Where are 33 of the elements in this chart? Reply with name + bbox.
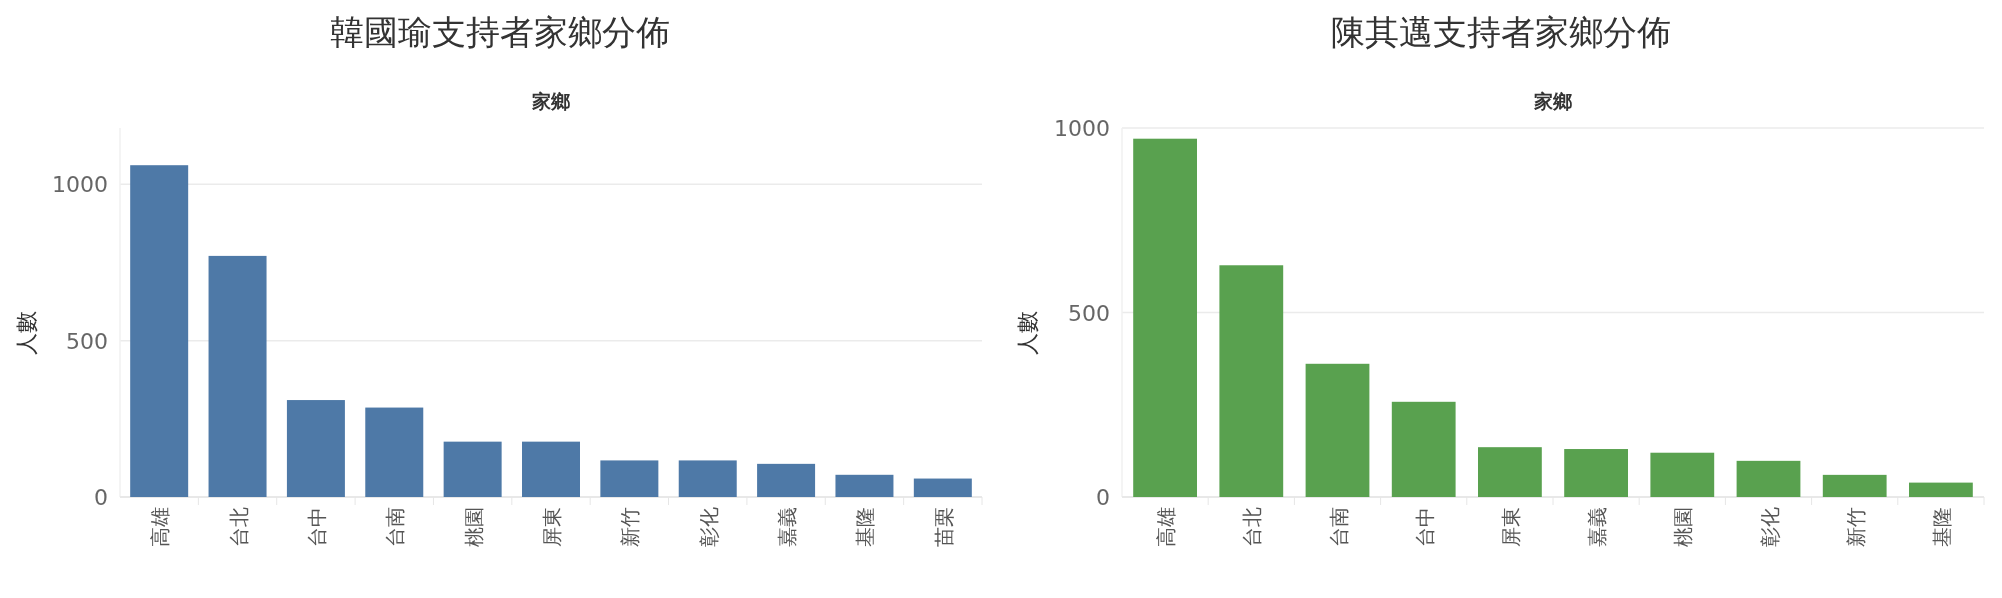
x-tick-label: 彰化 xyxy=(696,507,721,547)
x-tick-label: 基隆 xyxy=(1929,507,1954,547)
x-tick-label: 新竹 xyxy=(618,507,643,547)
x-tick-label: 屏東 xyxy=(540,507,564,547)
chart-title: 陳其邁支持者家鄉分佈 xyxy=(1331,12,1671,52)
x-tick-label: 嘉義 xyxy=(1585,507,1610,547)
x-tick-label: 新竹 xyxy=(1843,507,1868,547)
y-tick-label: 0 xyxy=(1096,485,1110,510)
x-tick-label: 嘉義 xyxy=(775,507,800,547)
y-tick-label: 500 xyxy=(66,328,108,354)
x-tick-label: 桃園 xyxy=(1671,507,1696,547)
y-tick-label: 1000 xyxy=(52,172,108,198)
x-tick-label: 台中 xyxy=(1412,507,1437,547)
y-tick-label: 1000 xyxy=(1054,116,1110,141)
y-axis-title: 人數 xyxy=(1015,310,1040,355)
x-tick-label: 彰化 xyxy=(1757,507,1782,547)
x-tick-label: 台北 xyxy=(1240,507,1265,547)
x-tick-label: 台北 xyxy=(226,507,251,547)
y-tick-label: 500 xyxy=(1068,300,1110,326)
y-tick-label: 0 xyxy=(94,485,108,510)
y-axis-title: 人數 xyxy=(14,310,39,355)
chart-title: 韓國瑜支持者家鄉分佈 xyxy=(330,12,670,52)
x-tick-label: 苗栗 xyxy=(931,507,956,547)
x-tick-label: 高雄 xyxy=(1154,507,1179,547)
x-tick-label: 台南 xyxy=(1326,507,1351,547)
x-tick-label: 高雄 xyxy=(148,507,173,547)
x-axis-title: 家鄉 xyxy=(1533,90,1572,112)
x-tick-label: 基隆 xyxy=(853,507,878,547)
x-tick-label: 桃園 xyxy=(461,507,486,547)
x-tick-label: 屏東 xyxy=(1498,507,1523,547)
x-tick-label: 台中 xyxy=(304,507,329,547)
x-tick-label: 台南 xyxy=(383,507,408,547)
x-axis-title: 家鄉 xyxy=(531,90,570,112)
